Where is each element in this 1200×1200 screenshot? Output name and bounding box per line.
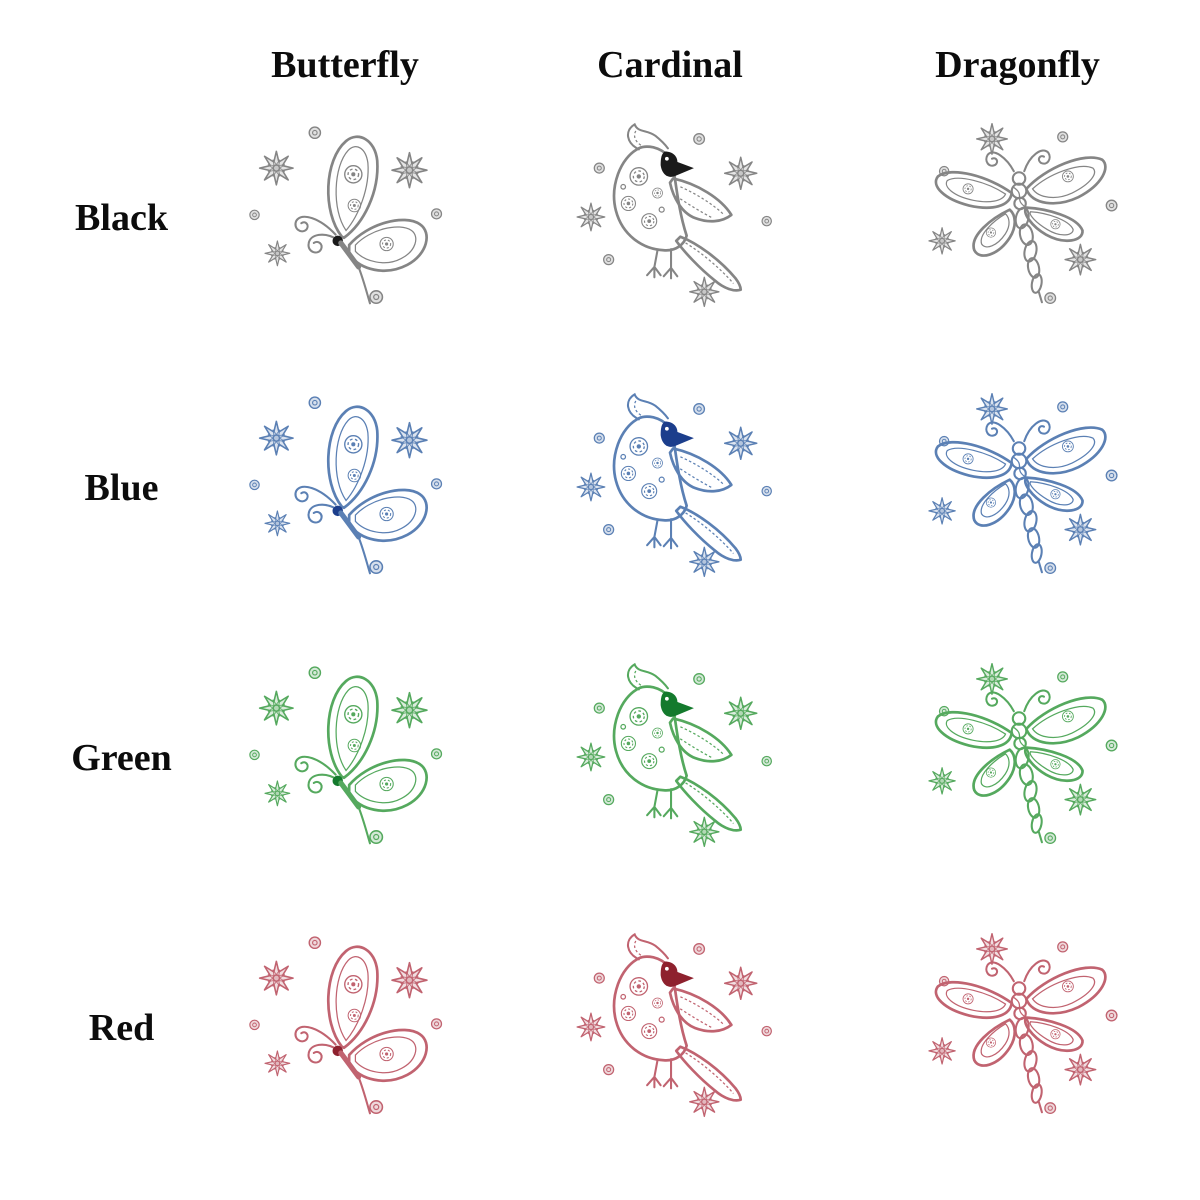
- design-black-butterfly: [185, 112, 505, 322]
- dragonfly-motif: [914, 384, 1122, 592]
- design-red-dragonfly: [835, 922, 1200, 1132]
- design-black-dragonfly: [835, 112, 1200, 322]
- butterfly-motif: [241, 114, 449, 322]
- butterfly-motif: [241, 384, 449, 592]
- design-green-dragonfly: [835, 652, 1200, 862]
- butterfly-motif: [241, 654, 449, 862]
- cardinal-motif: [566, 924, 774, 1132]
- design-blue-butterfly: [185, 382, 505, 592]
- dragonfly-motif: [914, 654, 1122, 862]
- design-green-cardinal: [505, 652, 835, 862]
- dragonfly-motif: [914, 924, 1122, 1132]
- cardinal-motif: [566, 114, 774, 322]
- row-label-blue: Blue: [84, 467, 159, 509]
- design-green-butterfly: [185, 652, 505, 862]
- butterfly-motif: [241, 924, 449, 1132]
- cardinal-motif: [566, 654, 774, 862]
- design-blue-dragonfly: [835, 382, 1200, 592]
- column-header-butterfly: Butterfly: [271, 44, 419, 86]
- corner-spacer: [0, 0, 185, 112]
- design-blue-cardinal: [505, 382, 835, 592]
- design-red-cardinal: [505, 922, 835, 1132]
- dragonfly-motif: [914, 114, 1122, 322]
- column-header-cardinal: Cardinal: [597, 44, 743, 86]
- row-label-red: Red: [88, 1007, 155, 1049]
- design-black-cardinal: [505, 112, 835, 322]
- cardinal-motif: [566, 384, 774, 592]
- row-label-green: Green: [71, 737, 172, 779]
- column-header-dragonfly: Dragonfly: [935, 44, 1100, 86]
- row-label-black: Black: [75, 197, 168, 239]
- design-red-butterfly: [185, 922, 505, 1132]
